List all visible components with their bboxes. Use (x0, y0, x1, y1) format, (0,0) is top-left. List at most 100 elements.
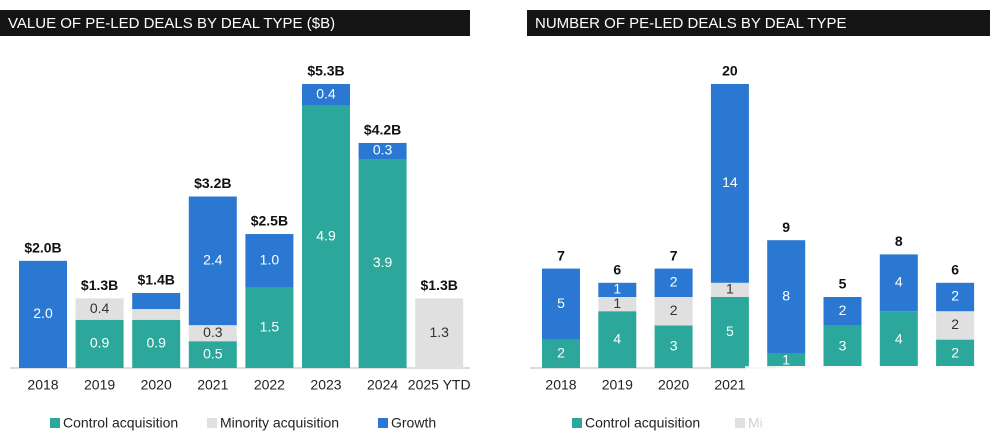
bar-segment (245, 234, 294, 288)
bar-segment (188, 341, 237, 368)
value-label: 3.9 (373, 254, 393, 270)
bar-segment (245, 287, 294, 368)
bar-segment (767, 353, 806, 368)
legend-label: Control acquisition (585, 415, 700, 431)
value-label: 1.5 (260, 319, 280, 335)
value-label: 2.4 (203, 252, 223, 268)
value-label: 1 (726, 281, 734, 297)
x-tick-label: 2018 (545, 377, 576, 393)
total-label: 9 (782, 219, 790, 235)
total-label: $3.2B (194, 175, 231, 191)
value-label: 5 (726, 323, 734, 339)
value-label: 1 (782, 352, 790, 368)
value-label: 2 (670, 302, 678, 318)
total-label: $2.5B (251, 213, 288, 229)
value-label: 5 (557, 295, 565, 311)
bar-segment (75, 298, 124, 320)
total-label: 20 (722, 63, 738, 79)
value-label: 0.3 (373, 142, 393, 158)
value-label: 3 (839, 337, 847, 353)
value-label: 4 (895, 274, 903, 290)
value-label: 2.0 (33, 305, 53, 321)
bar-segment (654, 325, 693, 368)
x-tick-label: 2020 (658, 377, 689, 393)
value-label: 0.4 (316, 85, 336, 101)
chart-title: NUMBER OF PE-LED DEALS BY DEAL TYPE (535, 15, 846, 32)
total-label: 7 (670, 247, 678, 263)
value-label: 2 (951, 288, 959, 304)
total-label: 8 (895, 233, 903, 249)
value-label: 1.0 (260, 252, 280, 268)
value-label: 0.5 (203, 345, 223, 361)
value-label: 2 (557, 345, 565, 361)
bar-segment (302, 105, 350, 368)
legend-swatch (378, 418, 388, 428)
x-tick-label: 2021 (714, 377, 745, 393)
value-label: 4 (895, 330, 903, 346)
x-tick-label: 2022 (254, 377, 285, 393)
value-label: 0.9 (90, 335, 110, 351)
total-label: 7 (557, 247, 565, 263)
total-label: $4.2B (364, 122, 401, 138)
total-label: $1.4B (138, 272, 175, 288)
bar-segment (542, 339, 580, 368)
bar-segment (654, 268, 693, 297)
bar-segment (936, 311, 975, 340)
value-label: 2 (839, 302, 847, 318)
bar-segment (710, 282, 749, 297)
total-label: $5.3B (307, 63, 344, 79)
value-label: 2 (670, 274, 678, 290)
bar-segment (598, 297, 637, 312)
bar-segment (132, 319, 181, 368)
chart-header (0, 10, 470, 36)
total-label: 6 (613, 262, 621, 278)
legend-label: Minority acquisition (220, 415, 339, 431)
legend-swatch (50, 418, 60, 428)
x-tick-label: 2025 YTD (408, 377, 471, 393)
value-label: 0.3 (203, 324, 223, 340)
total-label: 6 (951, 262, 959, 278)
bar-segment (879, 311, 918, 368)
legend-label: Control acquisition (63, 415, 178, 431)
chart-header (527, 10, 990, 36)
total-label: 5 (839, 276, 847, 292)
bar-segment (415, 298, 464, 368)
x-tick-label: 2019 (602, 377, 633, 393)
bar-segment (188, 196, 237, 326)
x-tick-label: 2021 (197, 377, 228, 393)
bar-segment (598, 282, 637, 297)
value-label: 1 (613, 281, 621, 297)
bar-segment (879, 254, 918, 312)
x-tick-label: 2023 (310, 377, 341, 393)
total-label: $1.3B (81, 277, 118, 293)
total-label: $2.0B (24, 240, 61, 256)
bar-segment (358, 159, 407, 368)
bar-segment (767, 240, 806, 354)
value-label: 4 (613, 330, 621, 346)
value-label: 4.9 (316, 227, 336, 243)
value-label: 14 (722, 174, 738, 190)
x-tick-label: 2020 (141, 377, 172, 393)
x-tick-label: 2019 (84, 377, 115, 393)
value-label: 0.9 (146, 335, 166, 351)
x-tick-label: 2018 (27, 377, 58, 393)
value-label: 2 (951, 345, 959, 361)
x-tick-label: 2024 (367, 377, 398, 393)
bar-segment (936, 282, 975, 312)
value-label: 2 (951, 316, 959, 332)
watermark (745, 366, 1000, 438)
bar-segment (710, 84, 749, 283)
bar-segment (358, 142, 407, 160)
bar-segment (302, 84, 350, 106)
bar-segment (823, 325, 862, 368)
bar-segment (936, 339, 975, 368)
value-label: 1.3 (429, 324, 449, 340)
bar-segment (598, 311, 637, 368)
value-label: 0.4 (90, 300, 110, 316)
legend-label: Growth (391, 415, 436, 431)
legend-swatch (735, 418, 745, 428)
bar-segment (132, 292, 181, 310)
bar-segment (75, 319, 124, 368)
